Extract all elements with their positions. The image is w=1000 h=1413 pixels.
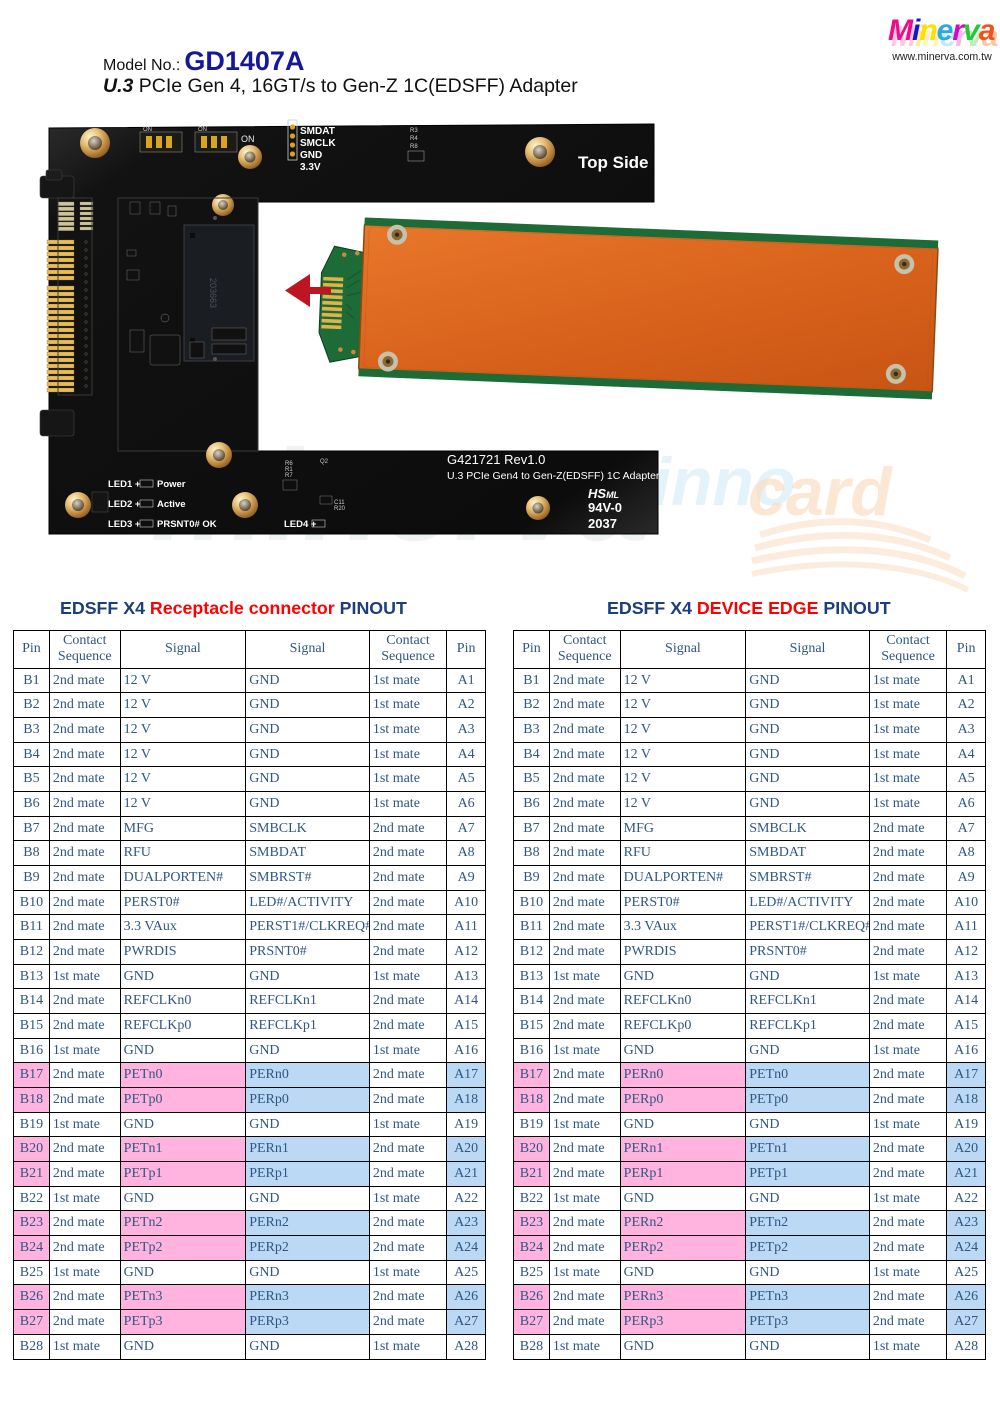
svg-text:GND: GND (300, 150, 322, 161)
svg-text:94V-0: 94V-0 (588, 500, 622, 515)
svg-text:SMCLK: SMCLK (300, 138, 336, 149)
svg-text:ON: ON (241, 134, 255, 144)
svg-text:R4: R4 (410, 136, 418, 142)
svg-text:LED3 +: LED3 + (108, 519, 141, 530)
svg-text:R20: R20 (334, 506, 346, 512)
svg-text:Q2: Q2 (320, 459, 329, 465)
svg-text:U.3 PCIe Gen4 to Gen-Z(EDSFF): U.3 PCIe Gen4 to Gen-Z(EDSFF) 1C Adapter (447, 470, 660, 482)
svg-text:PRSNT0# OK: PRSNT0# OK (157, 519, 217, 530)
svg-text:LED2 +: LED2 + (108, 499, 141, 510)
svg-text:Power: Power (157, 479, 186, 490)
svg-text:3.3V: 3.3V (300, 162, 321, 173)
svg-text:R3: R3 (410, 128, 418, 134)
svg-text:Top Side: Top Side (578, 153, 649, 172)
svg-text:LED1 +: LED1 + (108, 479, 141, 490)
svg-text:2037: 2037 (588, 516, 617, 531)
svg-text:G421721 Rev1.0: G421721 Rev1.0 (447, 452, 545, 467)
svg-text:ON: ON (143, 127, 152, 133)
svg-text:SMDAT: SMDAT (300, 126, 335, 137)
svg-text:ON: ON (198, 127, 207, 133)
svg-text:203663: 203663 (208, 278, 218, 308)
svg-text:R8: R8 (410, 144, 418, 150)
svg-text:R7: R7 (285, 473, 293, 479)
svg-text:Active: Active (157, 499, 186, 510)
